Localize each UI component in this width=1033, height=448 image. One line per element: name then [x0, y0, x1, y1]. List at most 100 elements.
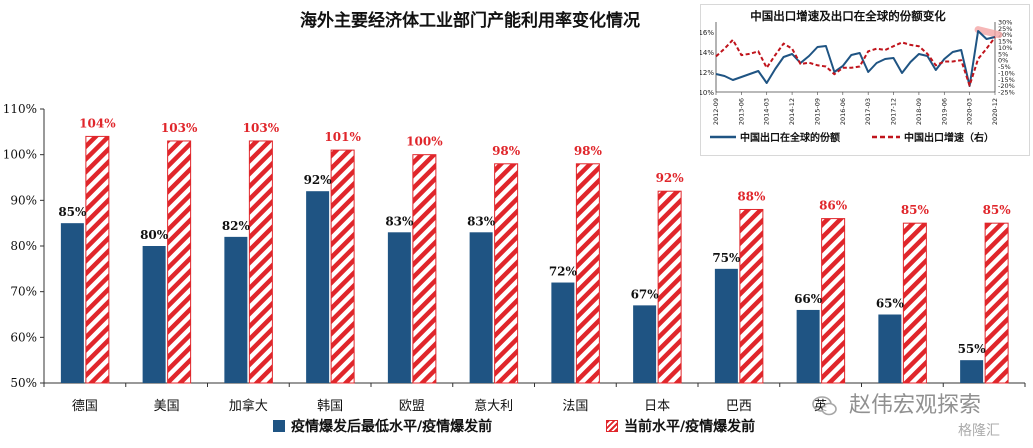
bar-low-2 — [142, 246, 166, 383]
inset-right-tick-label: -5% — [998, 63, 1011, 71]
data-label-low: 83% — [467, 214, 496, 228]
bar-current-6 — [494, 163, 519, 384]
inset-x-tick-label: 2014-12 — [788, 98, 796, 125]
data-label-current: 85% — [901, 203, 930, 217]
watermark-text: 赵伟宏观探索 — [849, 393, 982, 418]
data-label-current: 101% — [324, 130, 361, 144]
inset-x-tick-label: 2013-06 — [737, 98, 745, 125]
x-category-label: 德国 — [72, 399, 98, 414]
data-label-current: 98% — [492, 144, 521, 158]
y-tick-label: 80% — [10, 239, 37, 253]
watermark: 赵伟宏观探索 — [812, 387, 981, 419]
inset-line-chart: 中国出口增速及出口在全球的份额变化 10%12%14%16%-25%-20%-1… — [700, 9, 1015, 144]
data-label-current: 85% — [983, 203, 1012, 217]
data-label-low: 82% — [222, 219, 251, 233]
inset-right-tick-label: 5% — [998, 50, 1008, 58]
x-category-label: 美国 — [154, 399, 180, 414]
y-tick-label: 50% — [10, 376, 37, 390]
inset-legend-share-label: 中国出口在全球的份额 — [740, 131, 840, 144]
inset-x-tick-label: 2012-09 — [712, 98, 720, 125]
data-label-low: 72% — [549, 265, 578, 279]
inset-series-share-line — [715, 30, 996, 87]
bar-current-4 — [330, 149, 355, 384]
data-label-low: 75% — [712, 251, 741, 265]
inset-right-tick-label: -10% — [998, 69, 1015, 77]
watermark-brand: 格隆汇 — [958, 423, 1000, 439]
inset-left-tick-label: 12% — [700, 69, 714, 77]
inset-left-tick-label: 14% — [700, 49, 714, 57]
y-tick-label: 70% — [10, 285, 37, 299]
bar-current-8 — [657, 190, 682, 384]
data-label-low: 66% — [794, 292, 823, 306]
x-category-label: 意大利 — [474, 398, 513, 414]
bar-current-12 — [984, 222, 1009, 384]
inset-x-tick-label: 2016-06 — [839, 98, 847, 125]
legend-item-current: 当前水平/疫情爆发前 — [606, 416, 755, 436]
bar-low-6 — [469, 232, 493, 383]
inset-title: 中国出口增速及出口在全球的份额变化 — [750, 9, 946, 23]
data-label-current: 104% — [79, 116, 116, 130]
data-label-current: 98% — [574, 144, 603, 158]
inset-right-tick-label: 15% — [998, 38, 1012, 46]
legend-label-low: 疫情爆发后最低水平/疫情爆发前 — [291, 419, 493, 435]
inset-x-tick-label: 2015-09 — [813, 98, 821, 125]
inset-legend-growth-label: 中国出口增速（右） — [904, 131, 994, 144]
legend-item-low: 疫情爆发后最低水平/疫情爆发前 — [273, 416, 492, 436]
bar-low-7 — [551, 282, 575, 383]
inset-right-tick-label: 20% — [998, 31, 1012, 39]
wechat-icon — [812, 396, 837, 416]
bar-low-1 — [60, 223, 84, 383]
bar-low-5 — [387, 232, 411, 383]
bar-current-3 — [248, 140, 273, 384]
x-category-label: 巴西 — [726, 399, 752, 414]
bar-low-4 — [306, 191, 330, 383]
bar-current-5 — [412, 154, 437, 384]
bar-current-9 — [739, 208, 764, 384]
bar-low-10 — [796, 309, 820, 383]
bar-current-11 — [902, 222, 927, 384]
x-category-label: 法国 — [562, 399, 588, 414]
x-category-label: 欧盟 — [399, 399, 425, 414]
inset-x-tick-label: 2018-09 — [915, 98, 923, 125]
data-label-low: 80% — [140, 228, 169, 242]
data-label-low: 85% — [58, 205, 87, 219]
inset-left-tick-label: 16% — [700, 29, 714, 37]
data-label-low: 67% — [631, 287, 660, 301]
inset-x-tick-label: 2017-03 — [864, 98, 872, 125]
inset-left-tick-label: 10% — [700, 89, 714, 97]
bar-current-1 — [85, 135, 110, 384]
bar-low-8 — [633, 305, 657, 383]
data-label-current: 88% — [737, 189, 766, 203]
legend-swatch-low — [273, 420, 285, 432]
legend-label-current: 当前水平/疫情爆发前 — [624, 419, 756, 435]
data-label-current: 92% — [656, 171, 685, 185]
inset-highlight-band — [974, 26, 1003, 39]
inset-right-tick-label: -25% — [998, 89, 1015, 97]
x-category-label: 加拿大 — [229, 398, 268, 414]
y-tick-label: 100% — [3, 148, 37, 162]
inset-x-tick-label: 2020-12 — [991, 98, 999, 125]
inset-x-tick-label: 2017-12 — [890, 98, 898, 125]
inset-x-tick-label: 2014-03 — [763, 98, 771, 125]
data-label-current: 86% — [819, 199, 848, 213]
inset-x-tick-label: 2020-03 — [966, 98, 974, 125]
chart-title: 海外主要经济体工业部门产能利用率变化情况 — [300, 11, 640, 31]
y-tick-label: 110% — [3, 102, 37, 116]
data-label-low: 65% — [876, 297, 905, 311]
legend-swatch-current — [606, 420, 618, 432]
inset-series-growth-line — [715, 36, 996, 87]
x-category-label: 韩国 — [317, 399, 343, 414]
inset-right-tick-label: 25% — [998, 25, 1012, 33]
data-label-current: 103% — [161, 121, 198, 135]
inset-right-tick-label: -20% — [998, 82, 1015, 90]
y-tick-label: 90% — [10, 193, 37, 207]
bar-current-10 — [821, 218, 846, 384]
data-label-current: 103% — [243, 121, 280, 135]
inset-right-tick-label: -15% — [998, 76, 1015, 84]
data-label-low: 92% — [304, 173, 333, 187]
bar-low-12 — [960, 360, 984, 383]
bar-low-3 — [224, 236, 248, 383]
data-label-current: 100% — [406, 135, 443, 149]
inset-right-tick-label: 0% — [998, 57, 1008, 65]
data-label-low: 83% — [385, 214, 414, 228]
